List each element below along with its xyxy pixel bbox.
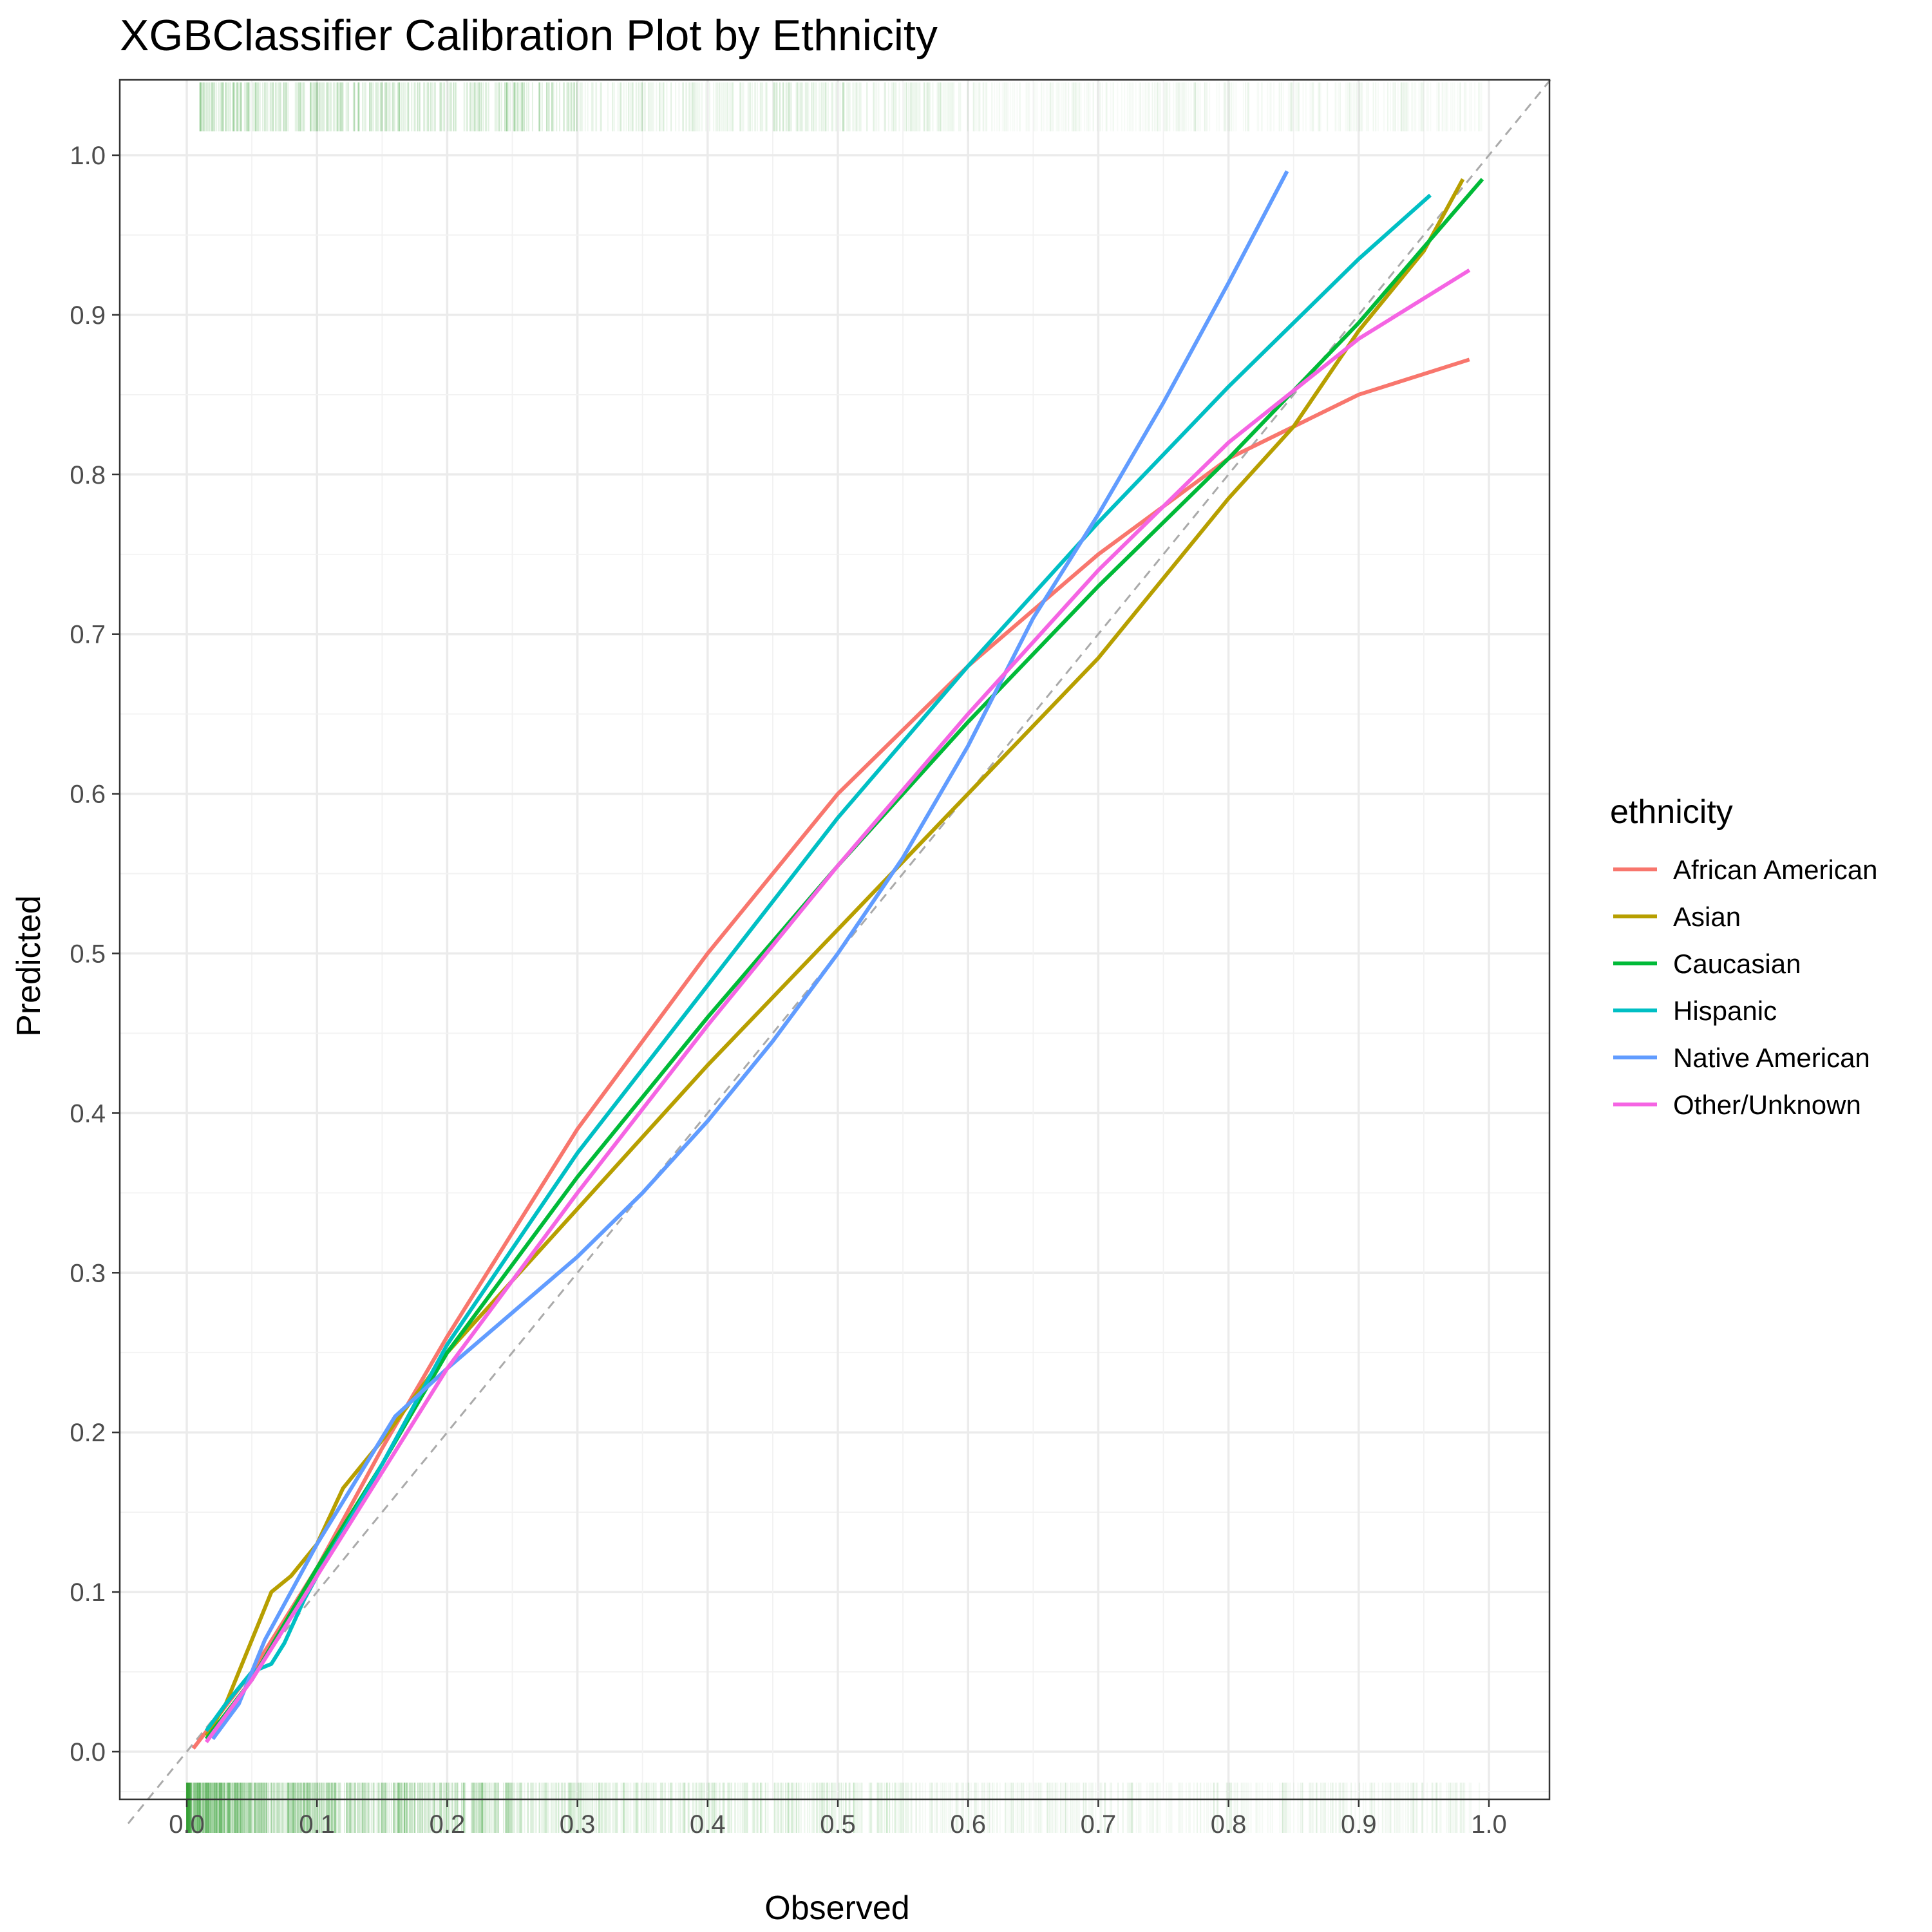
legend-items: African American Asian Caucasian Hispanic Na… (1613, 855, 1877, 1120)
series-line-native-american (211, 170, 1289, 1740)
x-tick-label: 0.4 (690, 1810, 726, 1839)
legend-label-native-american: Native American (1673, 1043, 1870, 1073)
y-tick-label: 0.0 (70, 1738, 106, 1766)
y-tick-label: 0.2 (70, 1419, 106, 1447)
rug-marks (186, 82, 1482, 1833)
x-tick-label: 0.3 (560, 1810, 596, 1839)
x-tick-label: 0.2 (430, 1810, 466, 1839)
grid-lines (120, 80, 1549, 1799)
legend-label-african-american: African American (1673, 855, 1877, 885)
x-tick-label: 0.7 (1081, 1810, 1117, 1839)
legend-label-other-unknown: Other/Unknown (1673, 1090, 1861, 1120)
x-tick-label: 0.0 (169, 1810, 205, 1839)
axis-ticks: 0.0 0.1 0.2 0.3 0.4 0.5 0.6 0.7 0.8 0.9 1.0 0.0 0.1 0… (70, 142, 1506, 1839)
y-tick-label: 0.5 (70, 940, 106, 969)
x-tick-label: 0.9 (1341, 1810, 1377, 1839)
y-axis-title: Predicted (10, 895, 48, 1037)
y-tick-label: 0.4 (70, 1099, 106, 1128)
x-axis-title: Observed (764, 1889, 909, 1927)
x-tick-label: 0.6 (950, 1810, 986, 1839)
chart-title: XGBClassifier Calibration Plot by Ethnic… (120, 11, 938, 60)
series-lines (191, 170, 1484, 1750)
y-tick-label: 0.1 (70, 1578, 106, 1607)
x-tick-label: 0.1 (299, 1810, 335, 1839)
series-line-hispanic (204, 193, 1432, 1732)
y-tick-label: 0.7 (70, 621, 106, 649)
legend-label-caucasian: Caucasian (1673, 949, 1801, 979)
y-tick-label: 0.6 (70, 781, 106, 809)
y-tick-label: 0.9 (70, 301, 106, 330)
plot-border (118, 79, 1551, 1801)
x-tick-label: 0.5 (820, 1810, 856, 1839)
reference-diagonal (127, 75, 1555, 1824)
y-tick-label: 0.8 (70, 461, 106, 489)
series-line-caucasian (204, 178, 1484, 1741)
legend-label-hispanic: Hispanic (1673, 996, 1777, 1026)
y-tick-label: 1.0 (70, 142, 106, 170)
legend: ethnicity African American Asian Caucasian… (1610, 793, 1877, 1120)
legend-title: ethnicity (1610, 793, 1733, 831)
series-line-other-unknown (204, 268, 1471, 1743)
legend-label-asian: Asian (1673, 902, 1741, 932)
y-tick-label: 0.3 (70, 1259, 106, 1287)
x-tick-label: 0.8 (1211, 1810, 1247, 1839)
x-tick-label: 1.0 (1471, 1810, 1507, 1839)
